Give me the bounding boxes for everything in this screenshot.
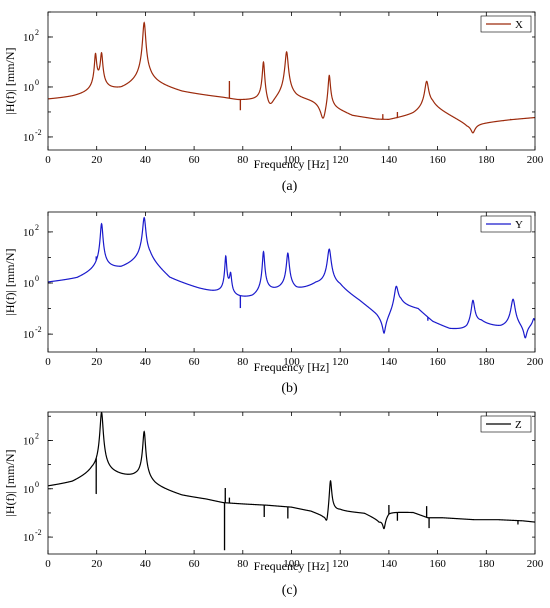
- y-tick-label: 10: [23, 132, 35, 144]
- x-tick-label: 20: [91, 356, 103, 368]
- x-tick-label: 180: [478, 558, 495, 570]
- legend: X: [480, 15, 532, 33]
- series-line-y: [48, 216, 535, 339]
- x-tick-label: 200: [527, 558, 544, 570]
- x-tick-label: 180: [478, 154, 495, 166]
- y-tick-label: 10: [23, 532, 35, 544]
- x-tick-label: 100: [283, 558, 300, 570]
- x-tick-label: 0: [45, 154, 51, 166]
- y-axis-label: |H(f)| [mm/N]: [3, 248, 17, 315]
- y-tick-exponent: 0: [35, 274, 39, 283]
- x-tick-label: 0: [45, 558, 51, 570]
- x-tick-label: 60: [189, 154, 201, 166]
- x-tick-label: 60: [189, 558, 201, 570]
- x-tick-label: 200: [527, 356, 544, 368]
- x-tick-label: 100: [283, 154, 300, 166]
- y-tick-exponent: -2: [35, 325, 42, 334]
- y-tick-label: 10: [23, 227, 35, 239]
- y-tick-label: 10: [23, 329, 35, 341]
- x-tick-label: 80: [237, 154, 249, 166]
- x-tick-label: 20: [91, 558, 103, 570]
- x-tick-label: 180: [478, 356, 495, 368]
- legend: Y: [480, 215, 532, 233]
- y-tick-exponent: 2: [35, 431, 39, 440]
- panel-caption: (a): [282, 179, 298, 194]
- legend-label: Y: [515, 219, 523, 231]
- panel-caption: (c): [282, 583, 298, 598]
- y-tick-exponent: -2: [35, 528, 42, 537]
- plot-frame: [47, 411, 536, 555]
- y-tick-exponent: 2: [35, 223, 39, 232]
- x-axis-label: Frequency [Hz]: [254, 559, 330, 573]
- x-tick-label: 80: [237, 356, 249, 368]
- legend-label: X: [515, 19, 523, 31]
- series-line-x: [48, 21, 535, 134]
- x-tick-label: 60: [189, 356, 201, 368]
- x-tick-label: 160: [429, 558, 446, 570]
- x-axis-label: Frequency [Hz]: [254, 360, 330, 374]
- x-tick-label: 160: [429, 154, 446, 166]
- y-tick-label: 10: [23, 278, 35, 290]
- y-tick-exponent: 0: [35, 78, 39, 87]
- x-tick-label: 200: [527, 154, 544, 166]
- legend: Z: [480, 415, 532, 433]
- x-tick-label: 40: [140, 154, 152, 166]
- x-tick-label: 40: [140, 558, 152, 570]
- plot-frame: [47, 11, 536, 151]
- y-tick-label: 10: [23, 32, 35, 44]
- series-line-z: [48, 412, 535, 551]
- y-axis-label: |H(f)| [mm/N]: [3, 47, 17, 114]
- x-tick-label: 40: [140, 356, 152, 368]
- y-tick-exponent: -2: [35, 128, 42, 137]
- y-tick-exponent: 2: [35, 28, 39, 37]
- y-tick-label: 10: [23, 435, 35, 447]
- x-tick-label: 120: [332, 558, 349, 570]
- plot-frame: [47, 211, 536, 353]
- x-tick-label: 20: [91, 154, 103, 166]
- x-tick-label: 140: [381, 558, 398, 570]
- x-tick-label: 80: [237, 558, 249, 570]
- x-tick-label: 140: [381, 356, 398, 368]
- y-axis-label: |H(f)| [mm/N]: [3, 449, 17, 516]
- x-axis-label: Frequency [Hz]: [254, 157, 330, 171]
- panel-caption: (b): [281, 381, 298, 396]
- y-tick-exponent: 0: [35, 480, 39, 489]
- x-tick-label: 140: [381, 154, 398, 166]
- legend-label: Z: [515, 419, 522, 431]
- x-tick-label: 120: [332, 154, 349, 166]
- y-tick-label: 10: [23, 82, 35, 94]
- y-tick-label: 10: [23, 484, 35, 496]
- x-tick-label: 100: [283, 356, 300, 368]
- x-tick-label: 120: [332, 356, 349, 368]
- x-tick-label: 0: [45, 356, 51, 368]
- x-tick-label: 160: [429, 356, 446, 368]
